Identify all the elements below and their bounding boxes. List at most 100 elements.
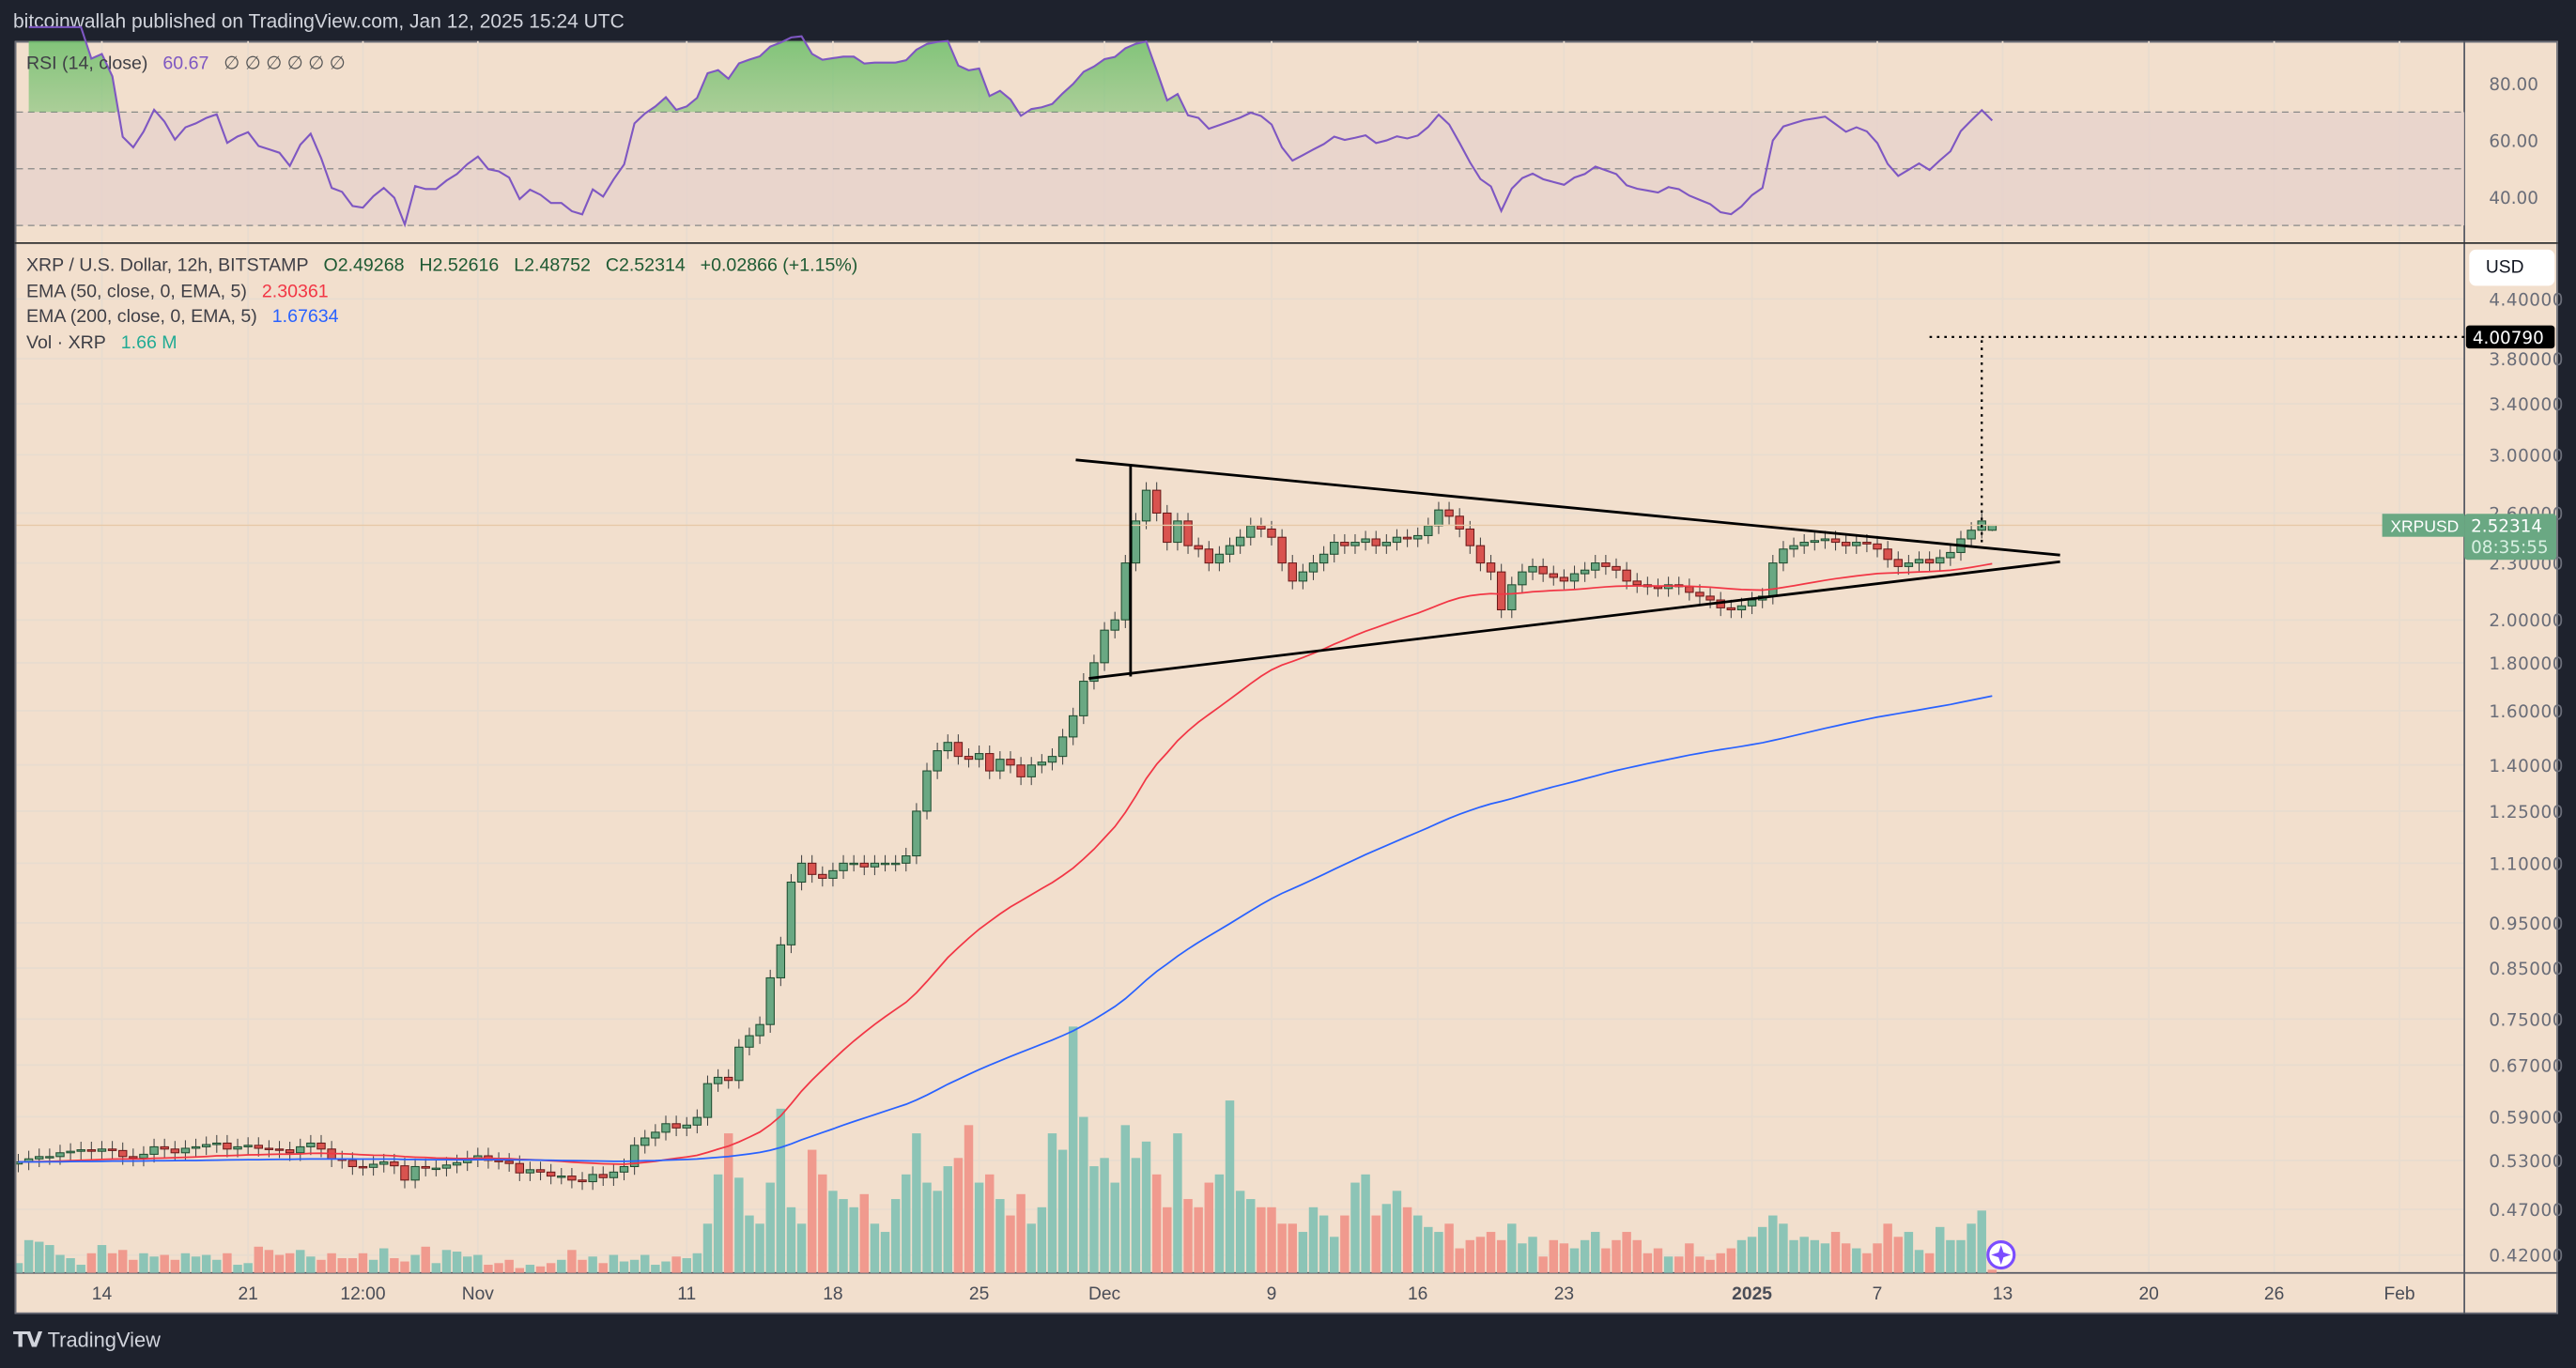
volume-bar bbox=[368, 1259, 378, 1273]
candle bbox=[421, 1165, 430, 1169]
candle bbox=[1371, 538, 1381, 546]
volume-bar bbox=[1862, 1253, 1872, 1273]
candle bbox=[180, 1147, 191, 1154]
symbol-tag bbox=[2382, 514, 2465, 537]
volume-bar bbox=[1496, 1239, 1506, 1273]
candle bbox=[390, 1161, 399, 1167]
candle bbox=[1465, 528, 1475, 546]
volume-bar bbox=[1507, 1223, 1517, 1273]
volume-bar bbox=[755, 1223, 764, 1273]
sparkle-marker-icon[interactable] bbox=[1986, 1239, 2016, 1270]
candle bbox=[410, 1165, 420, 1181]
volume-bar bbox=[1569, 1248, 1580, 1273]
candle bbox=[964, 756, 974, 761]
candle bbox=[1288, 562, 1297, 582]
ohlc-open: O2.49268 bbox=[323, 255, 405, 276]
volume-bar bbox=[702, 1223, 713, 1273]
candle bbox=[515, 1162, 525, 1174]
ema200-value: 1.67634 bbox=[271, 307, 339, 328]
ema50-label[interactable]: EMA (50, close, 0, EMA, 5) bbox=[25, 282, 247, 302]
volume-bar bbox=[1820, 1243, 1830, 1273]
candle bbox=[1496, 571, 1506, 611]
volume-bar bbox=[129, 1259, 138, 1273]
volume-bar bbox=[1402, 1207, 1412, 1273]
candle bbox=[149, 1145, 159, 1155]
candle bbox=[974, 753, 984, 761]
candle bbox=[1381, 542, 1392, 546]
volume-bar bbox=[661, 1261, 671, 1273]
volume-bar bbox=[1779, 1223, 1788, 1273]
candle bbox=[191, 1145, 201, 1149]
ema200-label[interactable]: EMA (200, close, 0, EMA, 5) bbox=[25, 307, 257, 328]
volume-bar bbox=[1705, 1259, 1715, 1273]
candle bbox=[1695, 592, 1704, 597]
candle bbox=[1163, 512, 1172, 544]
candle bbox=[1330, 542, 1339, 555]
price-tick-label: 1.80000 bbox=[2489, 654, 2564, 674]
volume-bar bbox=[786, 1207, 796, 1273]
candle bbox=[1518, 571, 1527, 586]
volume-bar bbox=[1538, 1256, 1548, 1273]
volume-bar bbox=[1392, 1191, 1402, 1273]
candle bbox=[557, 1176, 566, 1178]
price-tick-label: 4.40000 bbox=[2489, 290, 2564, 310]
candle bbox=[45, 1156, 54, 1159]
volume-bar bbox=[462, 1256, 472, 1273]
candle bbox=[765, 976, 775, 1025]
candle bbox=[985, 753, 995, 772]
candle bbox=[1601, 562, 1611, 567]
candle bbox=[796, 862, 807, 884]
volume-bar bbox=[316, 1259, 326, 1273]
volume-bar bbox=[598, 1263, 608, 1273]
volume-label[interactable]: Vol · XRP bbox=[25, 333, 106, 354]
symbol-title[interactable]: XRP / U.S. Dollar, 12h, BITSTAMP bbox=[25, 255, 309, 276]
volume-bar bbox=[1412, 1215, 1423, 1273]
volume-bar bbox=[1235, 1191, 1245, 1273]
rsi-tick-label: 40.00 bbox=[2489, 189, 2538, 208]
volume-bar bbox=[86, 1253, 97, 1273]
candle bbox=[1235, 536, 1245, 546]
candle bbox=[35, 1156, 44, 1160]
volume-bar bbox=[1674, 1256, 1684, 1273]
time-tick-label: 26 bbox=[2264, 1284, 2284, 1304]
brand-name: TradingView bbox=[47, 1329, 161, 1352]
candle bbox=[1862, 542, 1872, 545]
candle bbox=[296, 1145, 305, 1154]
volume-bar bbox=[1580, 1239, 1590, 1273]
volume-value: 1.66 M bbox=[120, 333, 177, 354]
volume-bar bbox=[839, 1199, 848, 1273]
volume-bar bbox=[745, 1215, 754, 1273]
volume-bar bbox=[1214, 1174, 1225, 1273]
volume-bar bbox=[1486, 1232, 1496, 1273]
candle bbox=[1580, 569, 1590, 575]
candle bbox=[671, 1123, 681, 1129]
candle bbox=[629, 1145, 640, 1168]
candle bbox=[223, 1142, 232, 1150]
ema200-line bbox=[18, 695, 1993, 1163]
chart-frame bbox=[14, 40, 2558, 1314]
candle bbox=[1047, 756, 1057, 763]
candle bbox=[1747, 599, 1757, 607]
footer-brand[interactable]: 𝗧𝗩 TradingView bbox=[13, 1328, 161, 1354]
volume-bar bbox=[1371, 1215, 1381, 1273]
ohlc-change: +0.02866 (+1.15%) bbox=[700, 255, 858, 276]
volume-bar bbox=[1518, 1243, 1527, 1273]
volume-bar bbox=[1967, 1223, 1976, 1273]
rsi-tick-label: 80.00 bbox=[2489, 75, 2538, 95]
triangle-upper-trendline bbox=[1075, 458, 2060, 557]
candle bbox=[661, 1123, 671, 1133]
volume-bar bbox=[1068, 1026, 1078, 1273]
candle bbox=[1110, 619, 1119, 631]
candle bbox=[1936, 557, 1945, 564]
volume-bar bbox=[1612, 1239, 1621, 1273]
currency-button[interactable]: USD bbox=[2469, 249, 2555, 286]
last-price-tag bbox=[2464, 514, 2557, 561]
candle bbox=[1183, 520, 1193, 546]
candle bbox=[494, 1160, 503, 1162]
candle bbox=[943, 742, 952, 752]
candle bbox=[807, 862, 817, 875]
volume-bar bbox=[1852, 1248, 1861, 1273]
candle bbox=[1257, 525, 1266, 530]
volume-bar bbox=[1883, 1223, 1892, 1273]
